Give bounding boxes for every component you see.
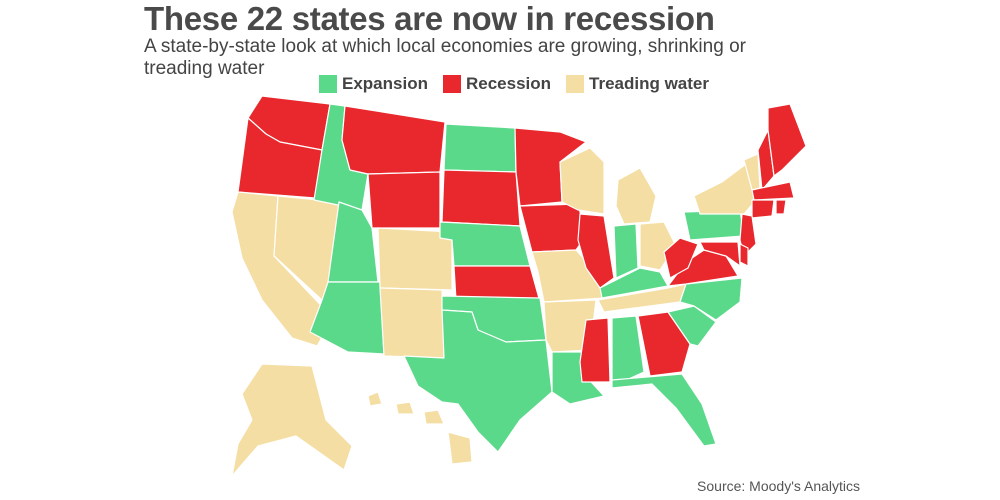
state-ri: [775, 199, 787, 215]
map-title: These 22 states are now in recession: [144, 0, 715, 37]
legend-item-expansion: Expansion: [318, 74, 428, 94]
legend-item-treading-water: Treading water: [565, 74, 709, 94]
state-ia: [519, 203, 587, 253]
state-ut: [327, 201, 379, 283]
states-layer: [231, 95, 807, 477]
legend: Expansion Recession Treading water: [318, 74, 723, 94]
state-sd: [441, 169, 521, 227]
legend-swatch-expansion: [318, 74, 338, 94]
state-ak: [231, 363, 353, 477]
state-fl: [611, 373, 717, 447]
state-wv: [663, 237, 699, 279]
state-ma: [751, 181, 795, 201]
state-in: [613, 223, 639, 279]
state-tx: [403, 309, 553, 453]
map-subtitle: A state-by-state look at which local eco…: [144, 36, 746, 79]
legend-label-expansion: Expansion: [342, 74, 428, 93]
state-ms: [579, 317, 611, 383]
state-nd: [443, 123, 517, 173]
legend-label-recession: Recession: [465, 74, 552, 93]
state-mi: [615, 167, 657, 225]
source-note: Source: Moody's Analytics: [697, 478, 860, 494]
state-hi: [367, 391, 473, 465]
state-wi: [559, 147, 605, 215]
state-me: [767, 103, 807, 177]
state-md: [699, 241, 741, 267]
state-de: [739, 243, 749, 267]
state-nm: [379, 287, 445, 359]
state-ky: [599, 267, 669, 299]
state-ne: [439, 221, 531, 267]
legend-label-treading-water: Treading water: [589, 74, 709, 93]
state-mt: [341, 105, 446, 175]
legend-item-recession: Recession: [441, 74, 552, 94]
state-ct: [751, 199, 775, 219]
state-wy: [367, 171, 441, 229]
legend-swatch-treading-water: [565, 74, 586, 94]
state-sc: [667, 305, 717, 347]
state-co: [377, 227, 453, 291]
state-ga: [637, 311, 691, 377]
legend-swatch-recession: [441, 74, 462, 94]
state-al: [611, 315, 645, 383]
